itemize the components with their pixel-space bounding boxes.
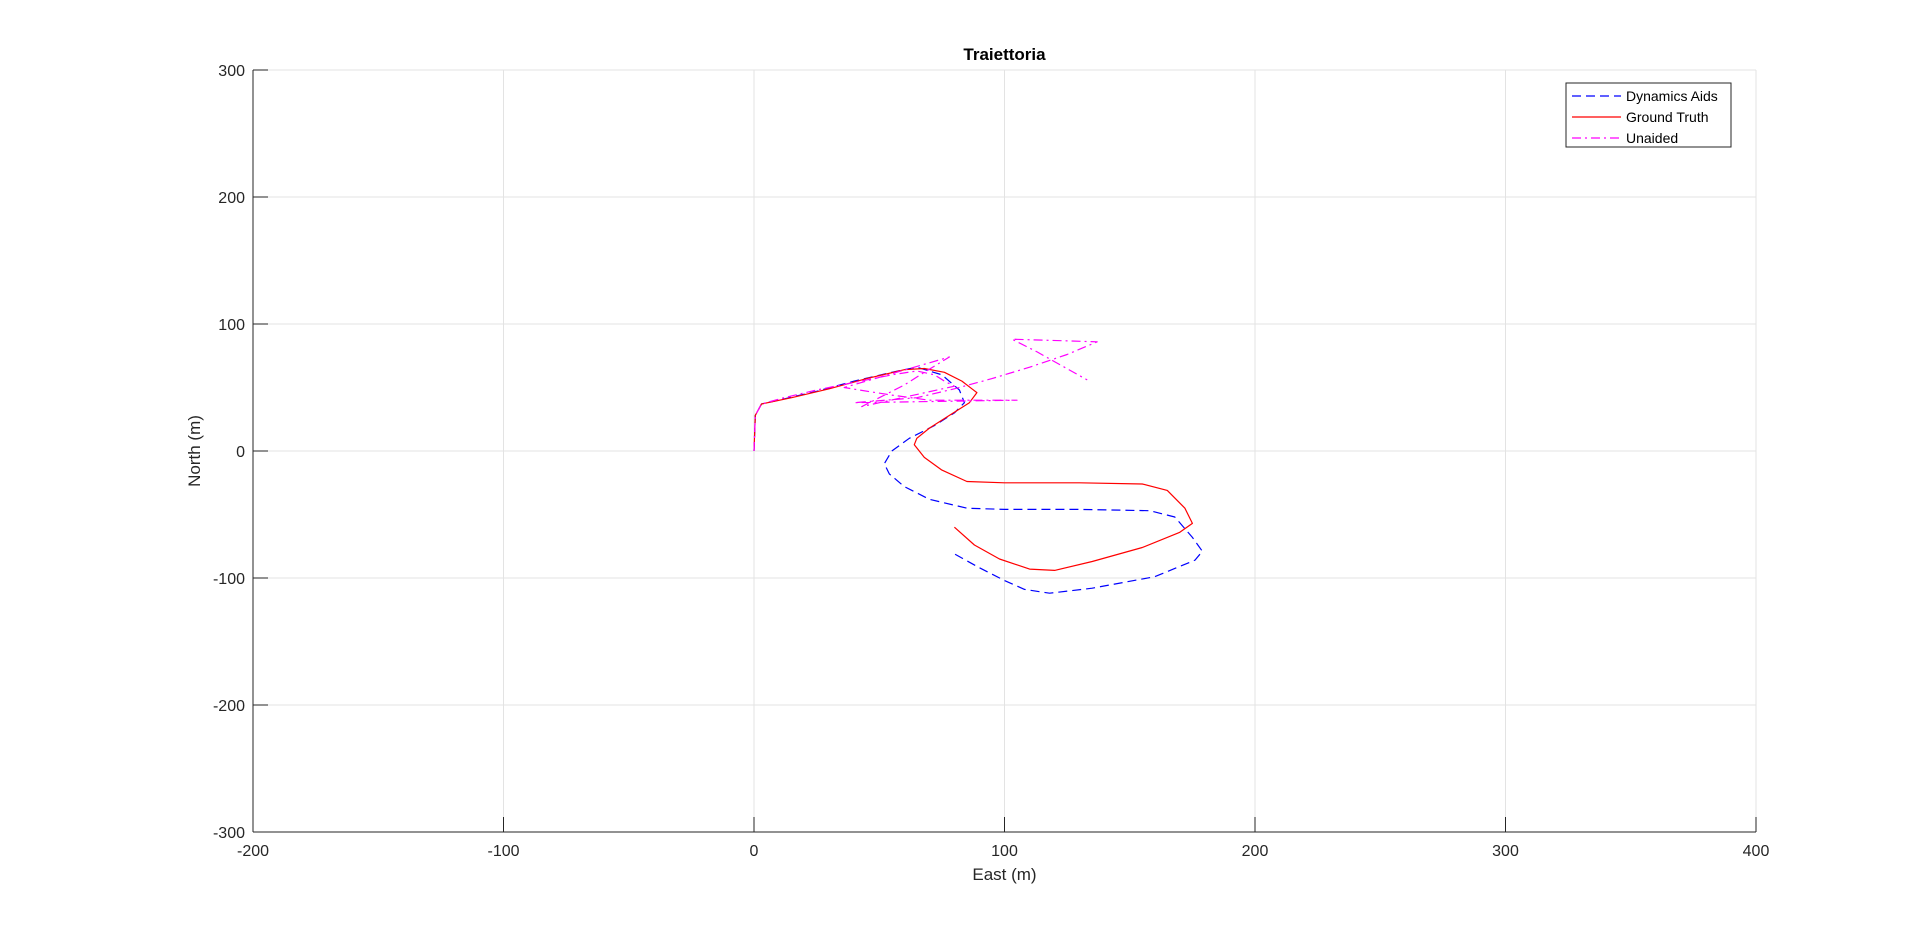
y-tick-label: 100 bbox=[218, 317, 245, 334]
x-axis-label: East (m) bbox=[972, 865, 1036, 884]
chart-title: Traiettoria bbox=[963, 45, 1046, 64]
legend-label: Unaided bbox=[1626, 130, 1678, 146]
x-tick-label: -200 bbox=[237, 843, 269, 860]
y-tick-label: 0 bbox=[236, 444, 245, 461]
legend-box bbox=[1565, 82, 1732, 148]
y-axis-label: North (m) bbox=[185, 415, 204, 487]
tick-labels: -200 -100 0 100 200 300 400-300-200-1000100200… bbox=[213, 63, 1769, 860]
y-tick-label: -100 bbox=[213, 571, 245, 588]
legend-label: Dynamics Aids bbox=[1626, 88, 1718, 104]
y-tick-label: 300 bbox=[218, 63, 245, 80]
y-tick-label: -300 bbox=[213, 825, 245, 842]
axes bbox=[252, 69, 1757, 833]
legend-label: Ground Truth bbox=[1626, 109, 1709, 125]
x-tick-label: 200 bbox=[1242, 843, 1269, 860]
data-lines bbox=[753, 338, 1204, 594]
x-tick-label: 300 bbox=[1492, 843, 1519, 860]
series-line-ground-truth bbox=[753, 367, 1194, 572]
series-line-unaided bbox=[753, 338, 1098, 452]
x-tick-label: 0 bbox=[750, 843, 759, 860]
y-tick-label: 200 bbox=[218, 190, 245, 207]
legend: Dynamics Aids Ground Truth Unaided bbox=[1565, 82, 1732, 148]
x-tick-label: 400 bbox=[1743, 843, 1770, 860]
y-tick-label: -200 bbox=[213, 698, 245, 715]
series-line-dynamics-aids bbox=[753, 366, 1204, 594]
plot-axes: -200 -100 0 100 200 300 400-300-200-1000100200… bbox=[213, 63, 1769, 860]
x-tick-label: 100 bbox=[991, 843, 1018, 860]
x-tick-label: -100 bbox=[487, 843, 519, 860]
